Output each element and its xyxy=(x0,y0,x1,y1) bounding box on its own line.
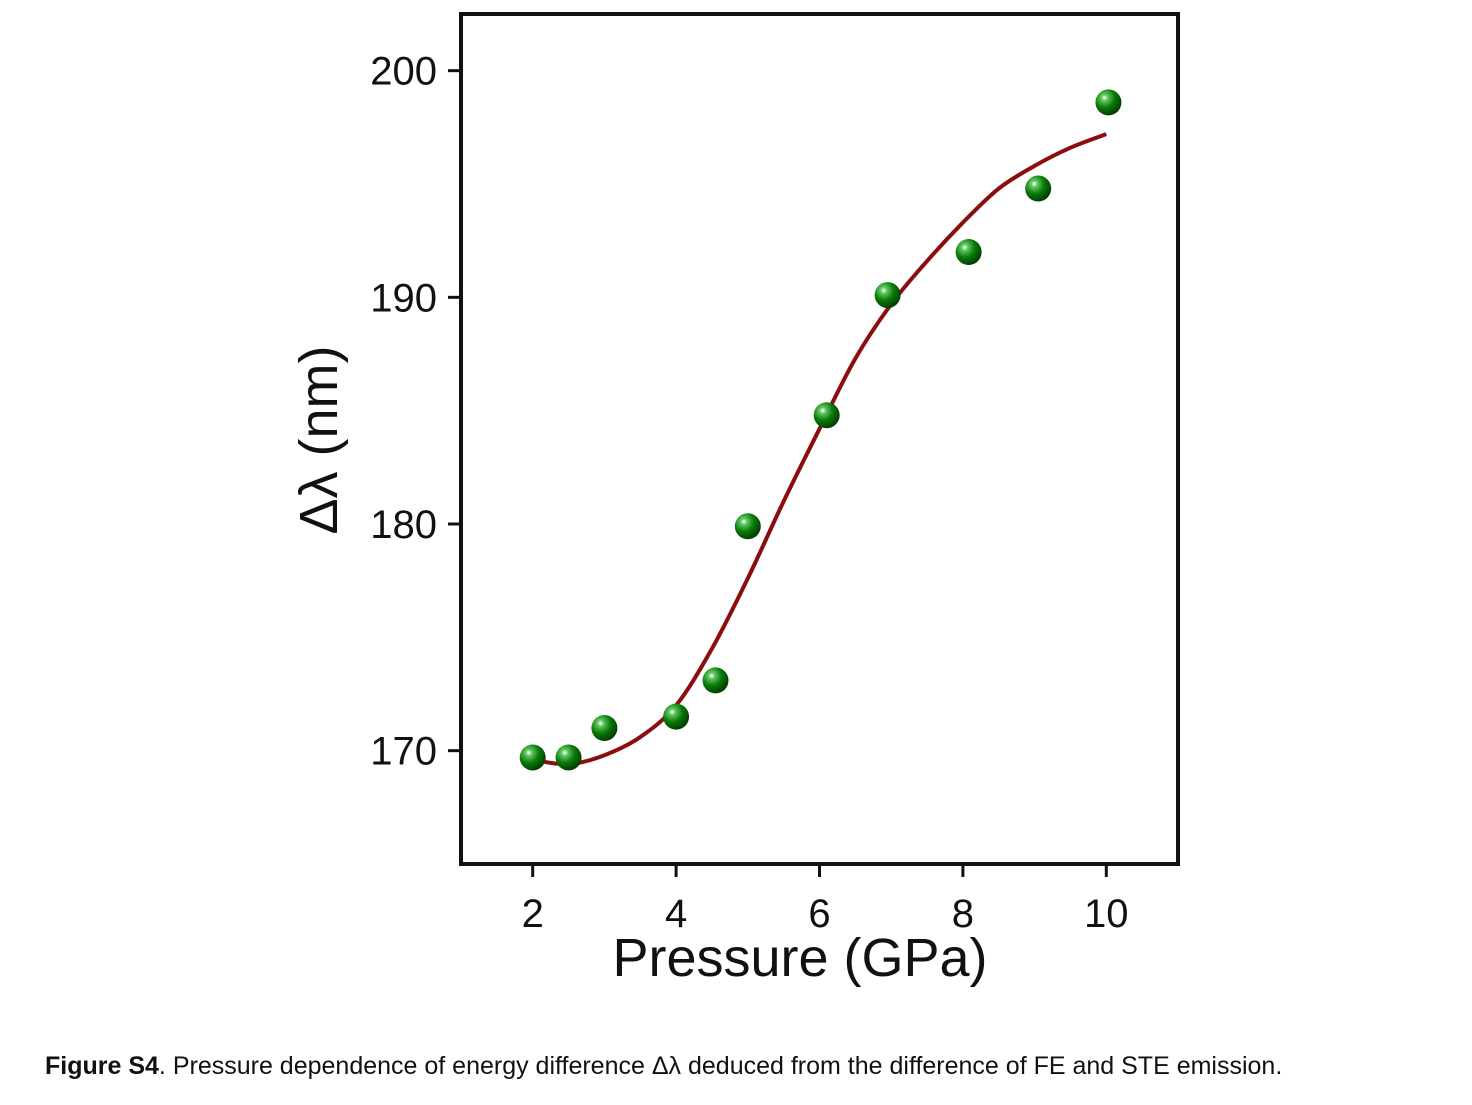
data-point-10 xyxy=(1095,89,1122,116)
x-tick-label-0: 2 xyxy=(522,892,544,936)
data-point-1 xyxy=(555,744,582,771)
data-point-4 xyxy=(702,667,729,694)
x-tick-label-1: 4 xyxy=(665,892,687,936)
data-point-6 xyxy=(813,402,840,429)
fit-curve xyxy=(532,132,1108,767)
chart: 2 4 6 8 10 170 180 190 200 Pressure (GPa) Δλ (n… xyxy=(289,12,1180,988)
data-point-5 xyxy=(734,513,761,540)
data-point-9 xyxy=(1025,175,1052,202)
data-point-8 xyxy=(955,239,982,265)
x-tick-label-4: 10 xyxy=(1084,892,1129,936)
caption-label: Figure S4 xyxy=(45,1052,159,1080)
y-tick-label-1: 180 xyxy=(370,503,437,547)
y-axis-ticks: 170 180 190 200 xyxy=(370,50,461,774)
y-tick-label-2: 190 xyxy=(370,276,437,320)
data-point-2 xyxy=(591,715,618,741)
plot-frame xyxy=(459,12,1180,866)
x-axis-label: Pressure (GPa) xyxy=(612,928,987,988)
y-tick-label-0: 170 xyxy=(370,730,437,774)
y-tick-label-3: 200 xyxy=(370,50,437,94)
x-tick-label-3: 8 xyxy=(952,892,974,936)
data-point-7 xyxy=(874,282,901,309)
data-points xyxy=(519,89,1122,771)
x-tick-label-2: 6 xyxy=(808,892,830,936)
y-axis-label: Δλ (nm) xyxy=(289,345,349,534)
caption-text: . Pressure dependence of energy differen… xyxy=(158,1052,1283,1080)
x-axis-ticks: 2 4 6 8 10 xyxy=(522,864,1129,936)
data-point-3 xyxy=(663,703,690,730)
figure-caption: Figure S4. Pressure dependence of energy… xyxy=(45,1052,1465,1081)
data-point-0 xyxy=(519,744,546,771)
